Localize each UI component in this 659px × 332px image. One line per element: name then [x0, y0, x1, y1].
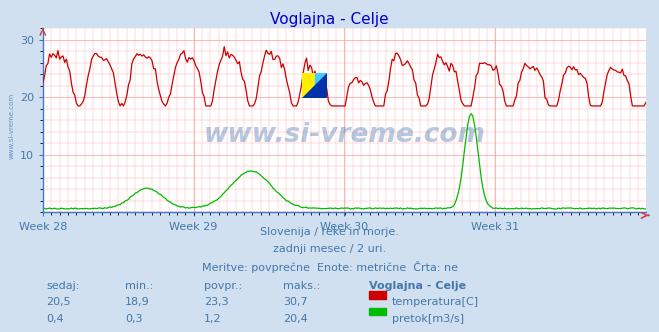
Bar [314, 73, 327, 98]
Text: povpr.:: povpr.: [204, 281, 243, 290]
Text: Meritve: povprečne  Enote: metrične  Črta: ne: Meritve: povprečne Enote: metrične Črta:… [202, 261, 457, 273]
Text: Voglajna - Celje: Voglajna - Celje [270, 12, 389, 27]
Text: 23,3: 23,3 [204, 297, 229, 307]
Text: maks.:: maks.: [283, 281, 321, 290]
Text: 18,9: 18,9 [125, 297, 150, 307]
Polygon shape [302, 73, 327, 98]
Text: 20,5: 20,5 [46, 297, 71, 307]
Text: 0,4: 0,4 [46, 314, 64, 324]
Text: Slovenija / reke in morje.: Slovenija / reke in morje. [260, 227, 399, 237]
Text: temperatura[C]: temperatura[C] [392, 297, 479, 307]
Text: min.:: min.: [125, 281, 154, 290]
Text: 0,3: 0,3 [125, 314, 143, 324]
Text: pretok[m3/s]: pretok[m3/s] [392, 314, 464, 324]
Bar [302, 73, 314, 98]
Text: Voglajna - Celje: Voglajna - Celje [369, 281, 466, 290]
Text: 20,4: 20,4 [283, 314, 308, 324]
Text: sedaj:: sedaj: [46, 281, 80, 290]
Text: www.si-vreme.com: www.si-vreme.com [9, 93, 14, 159]
Text: www.si-vreme.com: www.si-vreme.com [204, 122, 485, 148]
Text: 1,2: 1,2 [204, 314, 222, 324]
Text: zadnji mesec / 2 uri.: zadnji mesec / 2 uri. [273, 244, 386, 254]
Text: 30,7: 30,7 [283, 297, 308, 307]
